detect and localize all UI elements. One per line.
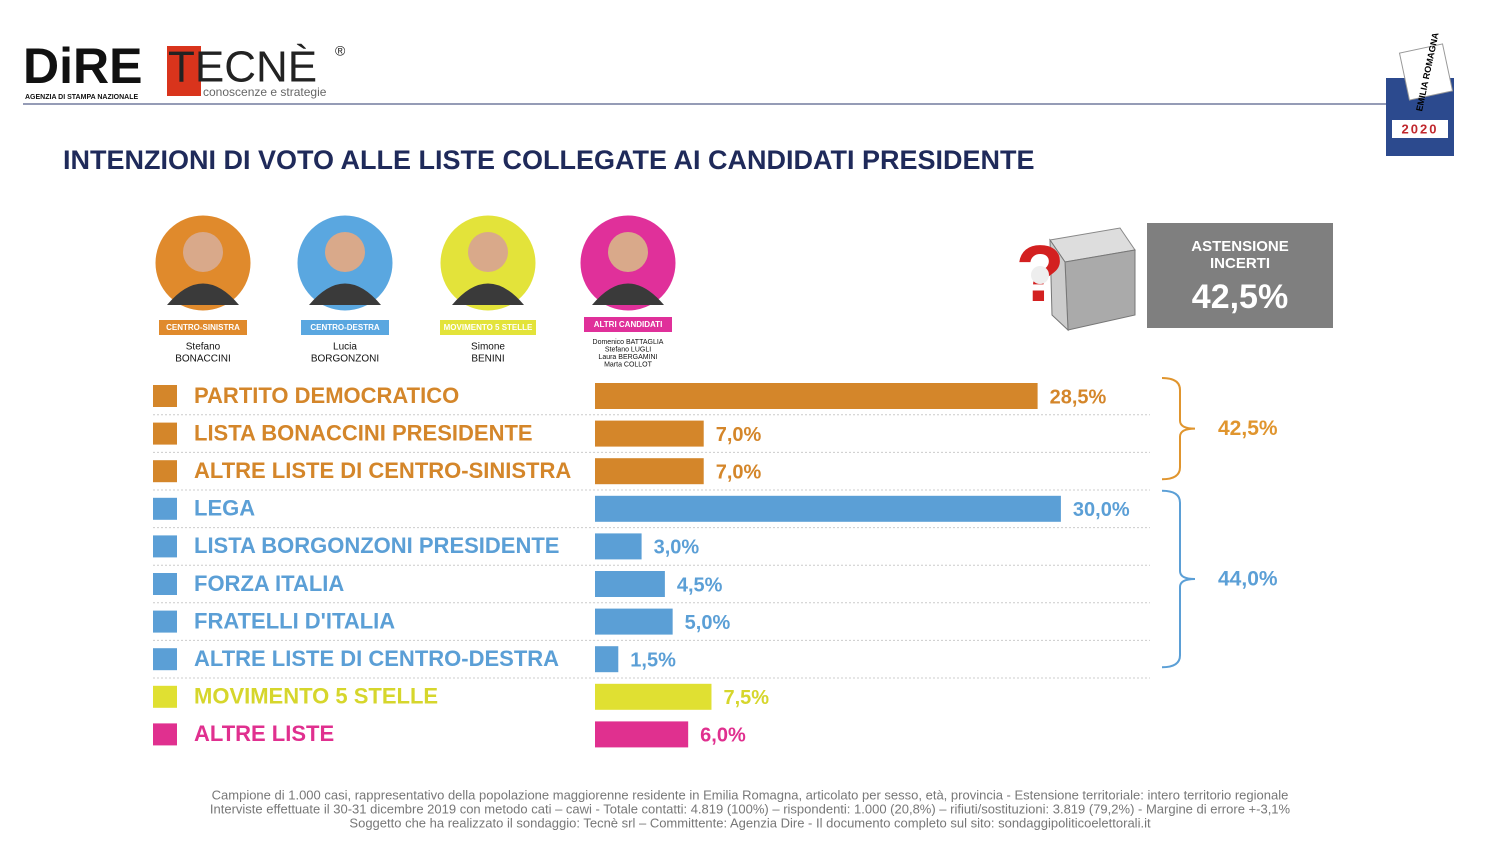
bar <box>595 571 665 597</box>
value-label: 1,5% <box>630 649 676 671</box>
logo-tecne: TECNÈ <box>168 43 317 92</box>
bar <box>595 721 689 748</box>
legend-square <box>153 648 177 671</box>
legend-square <box>153 535 177 558</box>
category-label: ALTRE LISTE DI CENTRO-DESTRA <box>194 646 559 671</box>
badge-ballot <box>1398 43 1454 101</box>
abstention-box <box>1147 223 1333 328</box>
abstention-icon: ? <box>1016 227 1136 332</box>
logo-dire-sub: AGENZIA DI STAMPA NAZIONALE <box>25 94 138 101</box>
bar <box>595 683 712 710</box>
value-label: 4,5% <box>677 574 723 596</box>
legend-square <box>153 497 177 520</box>
legend-square <box>153 385 177 407</box>
footer-note: Campione di 1.000 casi, rappresentativo … <box>212 787 1289 802</box>
candidate-head <box>325 232 365 272</box>
candidate-name: Laura BERGAMINI <box>598 354 657 361</box>
bar <box>595 458 704 485</box>
logo-tecne-block <box>167 46 201 96</box>
badge-year: 2020 <box>1402 121 1439 136</box>
bar <box>595 608 673 635</box>
footer-note: Soggetto che ha realizzato il sondaggio:… <box>349 815 1151 830</box>
group-bracket <box>1161 377 1196 481</box>
value-label: 30,0% <box>1073 499 1130 521</box>
legend-square <box>153 460 177 483</box>
category-label: LISTA BONACCINI PRESIDENTE <box>194 420 533 445</box>
legend-square <box>153 723 177 746</box>
candidate-head <box>608 232 648 272</box>
candidate-name: BORGONZONI <box>311 354 379 365</box>
candidate-tag: CENTRO-DESTRA <box>310 323 380 332</box>
group-bracket <box>1161 489 1196 669</box>
category-label: LEGA <box>194 496 255 521</box>
abstention-label: ASTENSIONE INCERTI <box>1191 238 1289 272</box>
candidate-head <box>468 232 508 272</box>
category-label: PARTITO DEMOCRATICO <box>194 383 459 408</box>
candidate-tag: CENTRO-SINISTRA <box>166 323 240 332</box>
chart-title: INTENZIONI DI VOTO ALLE LISTE COLLEGATE … <box>63 145 1035 175</box>
candidate-tag-bg <box>301 320 389 335</box>
candidate-head <box>183 232 223 272</box>
category-label: ALTRE LISTE DI CENTRO-SINISTRA <box>194 458 571 483</box>
candidate-name: BENINI <box>471 354 504 365</box>
candidate-name: Domenico BATTAGLIA <box>593 339 664 346</box>
value-label: 7,0% <box>716 461 762 483</box>
category-label: ALTRE LISTE <box>194 721 334 746</box>
candidate-body <box>452 283 524 305</box>
candidate-tag-bg <box>584 317 672 332</box>
bar <box>595 533 642 560</box>
legend-square <box>153 573 177 595</box>
candidate-name: BONACCINI <box>175 354 231 365</box>
bar <box>595 646 619 673</box>
candidate-name: Stefano <box>186 342 221 353</box>
logo-tecne-mark: ® <box>335 43 346 59</box>
category-label: FRATELLI D'ITALIA <box>194 608 395 633</box>
value-label: 6,0% <box>700 725 746 747</box>
candidate-tag-bg <box>159 320 247 335</box>
logo-tecne-sub: conoscenze e strategie <box>203 85 327 99</box>
candidate-name: Simone <box>471 342 505 353</box>
bar <box>595 420 704 447</box>
candidate-body <box>309 283 381 305</box>
value-label: 7,5% <box>723 687 769 709</box>
category-label: MOVIMENTO 5 STELLE <box>194 684 438 709</box>
footer-note: Interviste effettuate il 30-31 dicembre … <box>210 801 1291 816</box>
value-label: 3,0% <box>654 537 700 559</box>
group-total: 42,5% <box>1218 417 1278 440</box>
candidate-name: Stefano LUGLI <box>605 346 651 353</box>
candidate-tag-bg <box>440 320 536 335</box>
category-label: FORZA ITALIA <box>194 571 344 596</box>
legend-square <box>153 610 177 633</box>
candidate-body <box>592 283 664 305</box>
bar <box>595 495 1061 522</box>
bar <box>595 383 1038 409</box>
group-total: 44,0% <box>1218 568 1278 591</box>
legend-square <box>153 422 177 445</box>
value-label: 7,0% <box>716 424 762 446</box>
category-label: LISTA BORGONZONI PRESIDENTE <box>194 533 559 558</box>
logo-dire: DiRE <box>23 38 142 94</box>
value-label: 28,5% <box>1050 386 1107 408</box>
value-label: 5,0% <box>685 612 731 634</box>
candidate-tag: ALTRI CANDIDATI <box>594 320 663 329</box>
candidate-body <box>167 283 239 305</box>
candidate-name: Marta COLLOT <box>604 361 653 368</box>
candidate-name: Lucia <box>333 342 357 353</box>
candidate-tag: MOVIMENTO 5 STELLE <box>444 323 533 332</box>
abstention-value: 42,5% <box>1192 278 1288 316</box>
legend-square <box>153 685 177 708</box>
badge-year-bg <box>1392 120 1448 138</box>
